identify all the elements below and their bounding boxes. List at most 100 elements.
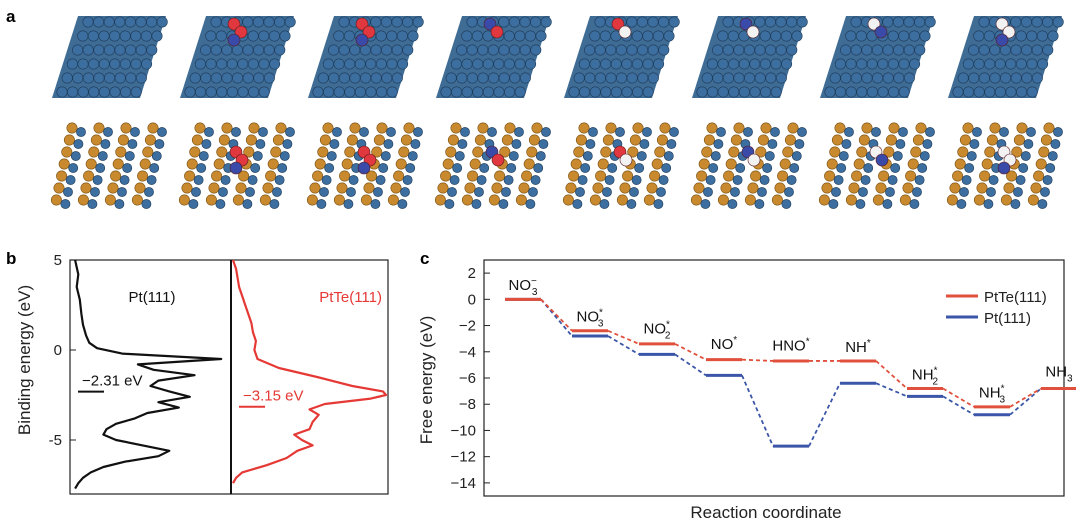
ptte111-slab-frame	[306, 122, 423, 209]
pt-atom	[599, 199, 610, 209]
pt-atom	[744, 72, 756, 84]
te-atom	[373, 134, 385, 146]
pt-atom	[88, 86, 100, 98]
te-atom	[259, 194, 271, 206]
pt-atom	[775, 16, 787, 28]
pt-atom	[568, 86, 580, 98]
pt-atom	[56, 86, 68, 98]
pt-atom	[114, 16, 126, 28]
intermediate-label: NO* 3	[577, 308, 604, 330]
pt-atom	[1045, 163, 1056, 173]
te-atom	[760, 122, 772, 134]
pt-atom	[898, 58, 910, 70]
pt-atom	[973, 58, 985, 70]
adsorbate-atom	[874, 25, 888, 39]
te-atom	[883, 146, 895, 158]
pt-atom	[794, 139, 805, 149]
te-atom	[976, 182, 988, 194]
pt-atom	[999, 127, 1009, 137]
te-atom	[403, 122, 415, 134]
pt-atom	[668, 16, 680, 28]
pt-atom	[130, 86, 142, 98]
adsorbate-atom	[867, 17, 881, 31]
pt-atom	[973, 86, 985, 98]
pt-atom	[1021, 44, 1033, 56]
te-atom	[376, 122, 388, 134]
pt-atom	[472, 58, 484, 70]
adsorbate-atom	[739, 17, 753, 31]
pt-atom	[451, 86, 463, 98]
pt-atom	[707, 86, 719, 98]
pt-atom	[210, 16, 222, 28]
pt-atom	[210, 44, 222, 56]
te-atom	[831, 134, 843, 146]
te-atom	[787, 122, 799, 134]
te-atom	[341, 158, 353, 170]
pt-atom	[866, 58, 878, 70]
pt-atom	[471, 30, 483, 42]
te-atom	[117, 134, 129, 146]
pt-atom	[841, 139, 852, 149]
pt-atom	[988, 175, 999, 185]
te-atom	[461, 194, 473, 206]
pt-atom	[1010, 16, 1022, 28]
te-atom	[393, 170, 405, 182]
pt-atom	[754, 44, 766, 56]
pt-atom	[898, 30, 910, 42]
pt-atom	[1047, 30, 1059, 42]
te-atom	[730, 134, 742, 146]
pt-atom	[501, 187, 511, 197]
pt-atom	[321, 175, 332, 185]
pt-atom	[354, 86, 366, 98]
panel-c-y-tick-label: −2	[459, 318, 476, 335]
te-atom	[651, 158, 663, 170]
pt-atom	[359, 44, 371, 56]
pt-atom	[999, 44, 1011, 56]
adsorbate-atom	[995, 33, 1009, 47]
pt-atom	[144, 187, 154, 197]
pt-atom	[712, 72, 724, 84]
pt-atom	[786, 175, 797, 185]
legend-label: Pt(111)	[984, 310, 1031, 327]
pt-atom	[479, 163, 490, 173]
te-atom	[856, 146, 868, 158]
pt-atom	[757, 187, 767, 197]
pt-atom	[1018, 163, 1029, 173]
pt-atom	[890, 163, 901, 173]
panel-label-b: b	[6, 249, 16, 268]
pt-atom	[103, 44, 115, 56]
te-atom	[181, 182, 193, 194]
pt-atom	[599, 30, 611, 42]
adsorbate-atom	[362, 25, 376, 39]
pt-atom	[135, 72, 147, 84]
pt-atom	[666, 139, 677, 149]
pt-atom	[642, 58, 654, 70]
intermediate-label: NO− 3	[509, 276, 538, 298]
te-atom	[218, 134, 230, 146]
te-atom	[728, 146, 740, 158]
pt-atom	[1005, 58, 1017, 70]
te-atom	[656, 134, 668, 146]
pt-atom	[119, 175, 130, 185]
te-atom	[853, 158, 865, 170]
te-atom	[912, 134, 924, 146]
dos-curve-ptte111	[231, 259, 388, 484]
te-atom	[53, 182, 65, 194]
pt-atom	[326, 151, 337, 161]
pt-atom	[858, 187, 868, 197]
panel-label-c: c	[420, 249, 429, 268]
pt-atom	[850, 16, 862, 28]
pt-atom	[76, 127, 86, 137]
pt-atom	[908, 30, 920, 42]
pt-atom	[333, 30, 345, 42]
te-atom	[442, 158, 454, 170]
adsorbate-atom	[483, 17, 497, 31]
adsorbate-atom	[357, 161, 371, 175]
pt-atom	[1040, 187, 1050, 197]
pt-atom	[903, 72, 915, 84]
adsorbate-atom	[491, 153, 505, 167]
intermediate-label: NO* 2	[644, 319, 671, 341]
pt-atom	[972, 127, 982, 137]
pt-atom	[188, 199, 199, 209]
pt-atom	[602, 187, 612, 197]
